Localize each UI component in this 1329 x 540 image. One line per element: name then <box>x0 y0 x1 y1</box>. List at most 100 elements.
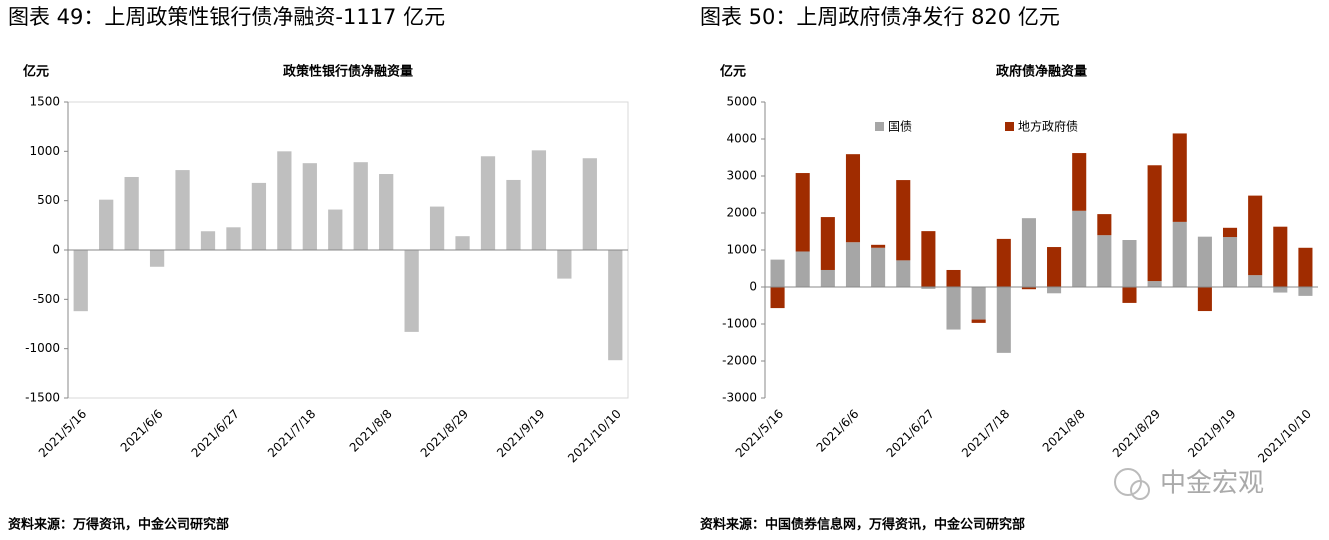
watermark-icon <box>1130 480 1150 500</box>
bar-segment <box>1072 153 1087 211</box>
bar-segment <box>971 287 986 320</box>
bar <box>531 150 547 250</box>
bar-segment <box>1273 287 1288 293</box>
bar-segment <box>946 287 961 330</box>
legend-swatch <box>1005 122 1014 131</box>
bar-segment <box>1097 235 1112 287</box>
bar <box>379 174 394 250</box>
y-tick-label: 3000 <box>726 169 757 183</box>
x-tick-label: 2021/6/6 <box>118 407 166 455</box>
bar <box>226 227 241 250</box>
bar-segment <box>1248 275 1263 287</box>
x-tick-label: 2021/6/27 <box>884 407 937 460</box>
bar-segment <box>1197 236 1212 287</box>
watermark-group: 中金宏观 <box>1114 468 1264 500</box>
bar <box>429 206 445 250</box>
bar-segment <box>1298 247 1313 287</box>
x-tick-label: 2021/7/18 <box>265 407 318 460</box>
bar-segment <box>871 244 886 248</box>
y-tick-label: 4000 <box>726 132 757 146</box>
x-tick-label: 2021/9/19 <box>494 407 547 460</box>
legend-label: 国债 <box>888 120 912 134</box>
y-tick-label: -3000 <box>722 391 757 405</box>
bar-segment <box>795 173 810 252</box>
bar-segment <box>820 269 835 287</box>
bar-segment <box>996 238 1011 287</box>
chart-title: 政策性银行债净融资量 <box>283 64 413 80</box>
bar-segment <box>820 217 835 270</box>
bar-segment <box>1172 221 1187 287</box>
bar <box>200 231 216 250</box>
bar-segment <box>971 319 986 323</box>
y-tick-label: -1000 <box>25 341 60 355</box>
bar <box>175 170 190 250</box>
bar-segment <box>1021 287 1036 290</box>
bar-segment <box>845 242 861 287</box>
bar-segment <box>770 287 785 309</box>
heading: 图表 50：上周政府债净发行 820 亿元 <box>700 5 1060 29</box>
bar-segment <box>921 231 936 287</box>
bar-segment <box>1147 165 1162 282</box>
bar-segment <box>770 259 785 287</box>
x-tick-label: 2021/8/8 <box>347 407 395 455</box>
bar <box>251 182 267 250</box>
bar-segment <box>1273 226 1288 287</box>
bar-segment <box>946 269 961 287</box>
y-tick-label: -500 <box>33 292 60 306</box>
bar <box>149 250 165 267</box>
x-tick-label: 2021/10/10 <box>1255 407 1314 466</box>
bar <box>404 250 419 332</box>
bar <box>99 199 114 250</box>
bar-segment <box>871 247 886 287</box>
legend-swatch <box>875 122 884 131</box>
bar <box>557 250 572 279</box>
bar-segment <box>896 180 911 261</box>
y-tick-label: 2000 <box>726 206 757 220</box>
bar <box>480 156 496 250</box>
bar <box>582 158 597 250</box>
x-tick-label: 2021/8/8 <box>1040 407 1088 455</box>
y-tick-label: 1000 <box>29 144 60 158</box>
bar-segment <box>1072 210 1087 287</box>
y-tick-label: -1500 <box>25 391 60 405</box>
bar-segment <box>1222 227 1238 238</box>
y-tick-label: 1500 <box>29 95 60 109</box>
y-tick-label: -2000 <box>722 354 757 368</box>
bar-segment <box>1021 218 1036 287</box>
y-tick-label: 0 <box>52 243 60 257</box>
x-tick-label: 2021/7/18 <box>959 407 1012 460</box>
bar <box>353 162 368 250</box>
y-unit: 亿元 <box>23 64 49 80</box>
watermark: 中金宏观 <box>1160 469 1264 499</box>
y-tick-label: 500 <box>37 193 60 207</box>
bar-segment <box>1047 247 1062 287</box>
x-tick-label: 2021/5/16 <box>36 407 89 460</box>
bar <box>73 250 88 312</box>
bar-segment <box>921 287 936 289</box>
bar-segment <box>1097 214 1112 236</box>
x-tick-label: 2021/6/27 <box>189 407 242 460</box>
x-tick-label: 2021/8/29 <box>418 407 471 460</box>
x-tick-label: 2021/9/19 <box>1185 407 1238 460</box>
bar <box>124 176 139 250</box>
bar <box>455 236 470 250</box>
bar-segment <box>896 260 911 287</box>
bar-segment <box>1197 287 1212 312</box>
bar-segment <box>1122 240 1137 287</box>
source: 资料来源：万得资讯，中金公司研究部 <box>8 517 229 533</box>
bar-segment <box>845 154 861 243</box>
x-tick-label: 2021/10/10 <box>565 407 624 466</box>
bar-segment <box>1047 287 1062 294</box>
bar-segment <box>1248 195 1263 276</box>
chart-title: 政府债净融资量 <box>996 64 1087 80</box>
bar <box>608 250 623 361</box>
bar-segment <box>1122 287 1137 303</box>
bar-segment <box>1222 237 1238 287</box>
legend-label: 地方政府债 <box>1018 119 1078 134</box>
bar-segment <box>1298 287 1313 296</box>
bar <box>328 209 343 250</box>
bar <box>277 151 292 250</box>
y-tick-label: -1000 <box>722 317 757 331</box>
y-tick-label: 5000 <box>726 95 757 109</box>
